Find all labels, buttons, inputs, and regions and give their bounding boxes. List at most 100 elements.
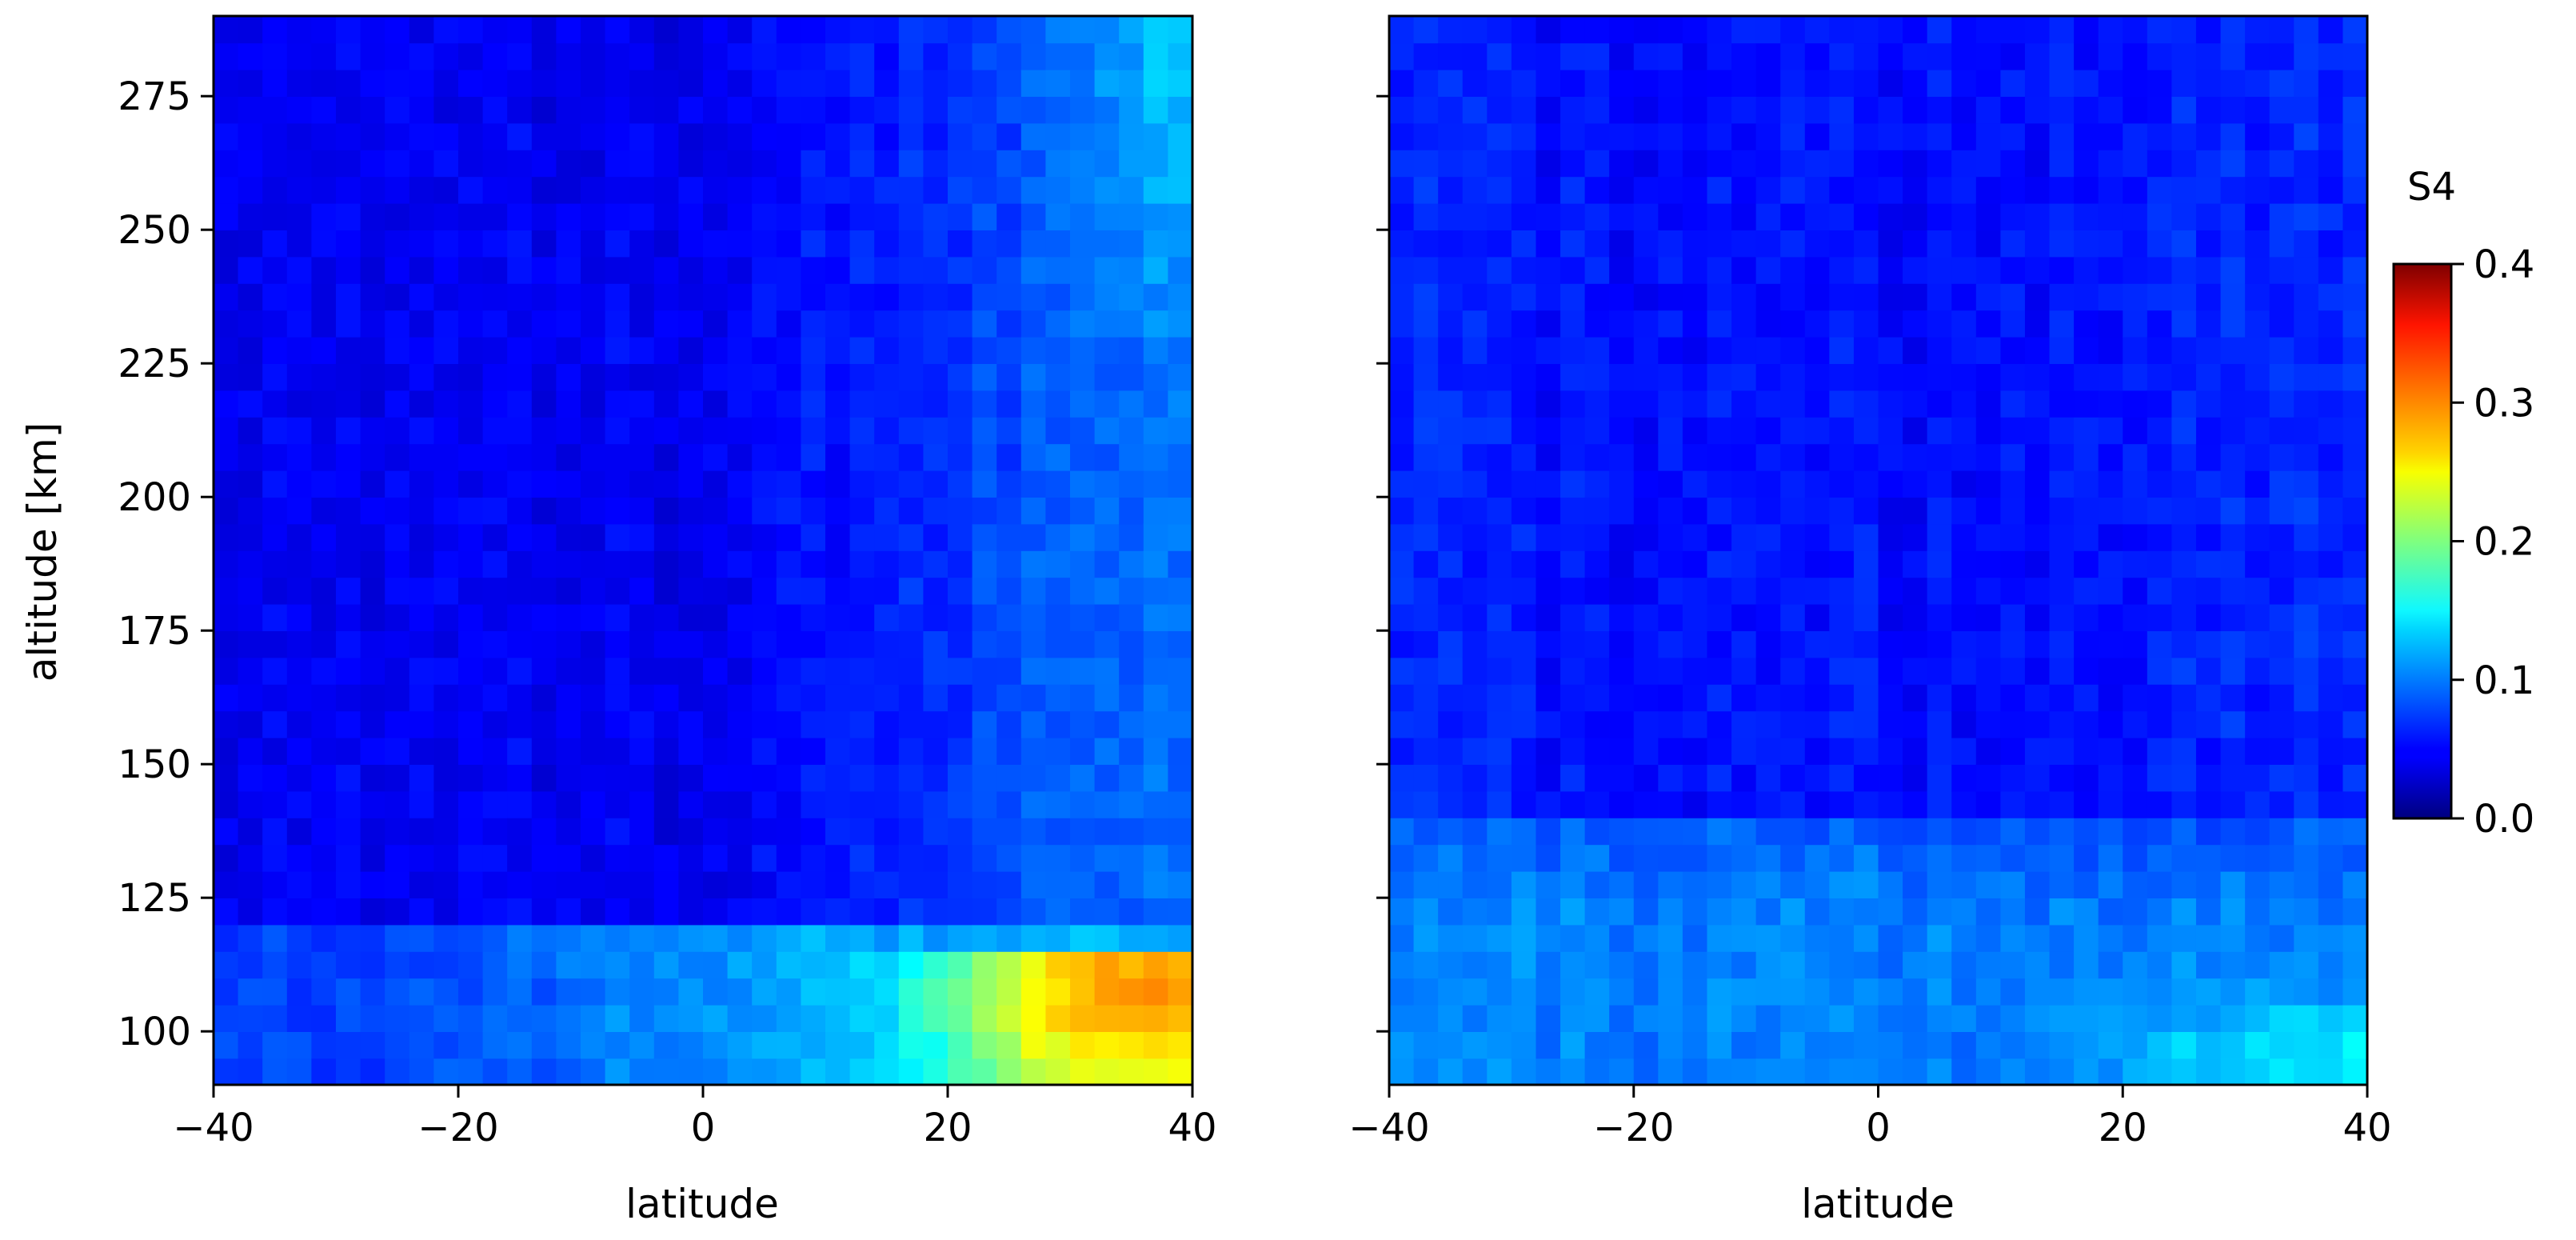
heatmap-cell [2049, 523, 2075, 551]
heatmap-cell [874, 550, 900, 578]
heatmap-cell [776, 42, 802, 70]
heatmap-cell [1878, 470, 1903, 498]
heatmap-cell [385, 150, 410, 178]
heatmap-cell [385, 710, 410, 738]
heatmap-cell [2318, 69, 2344, 97]
heatmap-cell [2049, 417, 2075, 445]
heatmap-cell [1511, 363, 1537, 391]
heatmap-cell [1119, 710, 1144, 738]
heatmap-cell [1389, 630, 1415, 658]
heatmap-cell [2123, 603, 2148, 631]
heatmap-cell [1584, 1031, 1610, 1059]
heatmap-cell [2195, 256, 2222, 284]
heatmap-cell [581, 630, 606, 658]
heatmap-cell [1168, 122, 1193, 150]
heatmap-cell [801, 790, 826, 818]
heatmap-cell [2147, 122, 2173, 150]
heatmap-cell [1584, 256, 1610, 284]
heatmap-cell [1413, 69, 1439, 97]
heatmap-cell [2245, 790, 2270, 818]
heatmap-cell [996, 657, 1022, 685]
heatmap-cell [1658, 630, 1683, 658]
heatmap-cell [286, 283, 313, 311]
heatmap-cell [972, 443, 997, 471]
heatmap-cell [1168, 176, 1193, 204]
heatmap-cell [1878, 176, 1903, 204]
heatmap-cell [1511, 790, 1537, 818]
heatmap-cell [458, 684, 484, 712]
heatmap-cell [653, 844, 680, 872]
heatmap-cell [703, 818, 729, 846]
heatmap-cell [531, 363, 557, 391]
heatmap-cell [972, 951, 997, 979]
heatmap-cell [1168, 470, 1193, 498]
heatmap-cell [2000, 790, 2026, 818]
heatmap-cell [1975, 737, 2002, 765]
heatmap-cell [2074, 202, 2099, 230]
heatmap-cell [556, 443, 581, 471]
heatmap-cell [1389, 1058, 1415, 1086]
heatmap-cell [1878, 417, 1903, 445]
heatmap-cell [1804, 390, 1831, 418]
heatmap-cell [1951, 16, 1977, 44]
heatmap-cell [311, 924, 337, 952]
heatmap-cell [1853, 42, 1879, 70]
heatmap-cell [1536, 818, 1561, 846]
heatmap-cell [214, 96, 239, 124]
heatmap-cell [360, 443, 385, 471]
heatmap-cell [1389, 150, 1415, 178]
heatmap-cell [238, 497, 263, 525]
heatmap-cell [286, 390, 313, 418]
heatmap-cell [1119, 443, 1144, 471]
heatmap-cell [2000, 978, 2026, 1006]
heatmap-cell [849, 497, 875, 525]
heatmap-cell [2074, 684, 2099, 712]
heatmap-cell [1413, 336, 1439, 364]
heatmap-cell [825, 844, 851, 872]
heatmap-cell [874, 16, 900, 44]
heatmap-cell [2294, 443, 2319, 471]
heatmap-cell [2245, 202, 2270, 230]
heatmap-cell [1731, 603, 1757, 631]
heatmap-cell [262, 69, 288, 97]
heatmap-cell [678, 256, 704, 284]
heatmap-cell [556, 951, 581, 979]
heatmap-cell [2123, 684, 2148, 712]
heatmap-cell [1609, 978, 1635, 1006]
heatmap-cell [1584, 176, 1610, 204]
heatmap-cell [1829, 42, 1855, 70]
heatmap-cell [801, 470, 826, 498]
heatmap-cell [923, 42, 949, 70]
heatmap-cell [2049, 577, 2075, 605]
heatmap-cell [2098, 577, 2124, 605]
heatmap-cell [2245, 1031, 2270, 1059]
heatmap-cell [825, 764, 851, 792]
heatmap-cell [996, 630, 1022, 658]
heatmap-cell [556, 42, 581, 70]
heatmap-cell [238, 256, 263, 284]
heatmap-cell [458, 283, 484, 311]
heatmap-cell [2098, 443, 2124, 471]
heatmap-cell [2123, 443, 2148, 471]
heatmap-cell [2195, 710, 2222, 738]
heatmap-cell [482, 951, 508, 979]
heatmap-cell [214, 16, 239, 44]
heatmap-cell [1389, 42, 1415, 70]
heatmap-cell [1853, 1058, 1879, 1086]
heatmap-cell [531, 150, 557, 178]
heatmap-cell [458, 657, 484, 685]
heatmap-cell [385, 737, 410, 765]
heatmap-cell [1633, 202, 1659, 230]
heatmap-cell [703, 657, 729, 685]
heatmap-cell [2123, 523, 2148, 551]
heatmap-cell [752, 924, 777, 952]
heatmap-cell [825, 603, 851, 631]
heatmap-cell [1511, 122, 1537, 150]
heatmap-cell [1070, 202, 1096, 230]
heatmap-cell [1633, 710, 1659, 738]
heatmap-cell [1070, 818, 1096, 846]
heatmap-cell [653, 684, 680, 712]
heatmap-cell [801, 898, 826, 926]
heatmap-cell [1707, 710, 1732, 738]
heatmap-cell [605, 417, 630, 445]
